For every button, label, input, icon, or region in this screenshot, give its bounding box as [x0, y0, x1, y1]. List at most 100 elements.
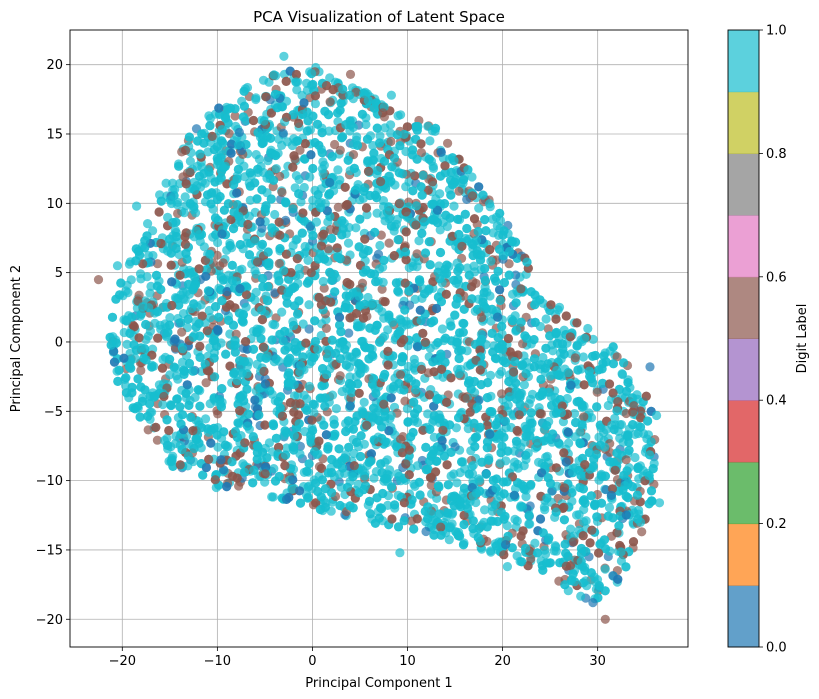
- scatter-point: [285, 398, 296, 408]
- scatter-point: [140, 243, 150, 253]
- scatter-point: [265, 386, 275, 396]
- scatter-point: [445, 420, 455, 430]
- scatter-point: [526, 408, 536, 418]
- scatter-point: [341, 360, 351, 370]
- scatter-point: [277, 187, 287, 197]
- scatter-point: [310, 99, 320, 109]
- scatter-point: [207, 131, 217, 141]
- scatter-point: [280, 197, 291, 207]
- scatter-point: [163, 327, 173, 337]
- scatter-point: [420, 337, 430, 347]
- scatter-point: [401, 182, 411, 192]
- scatter-point: [513, 463, 523, 473]
- scatter-point: [270, 288, 280, 298]
- scatter-point: [227, 275, 237, 286]
- scatter-point: [646, 486, 657, 496]
- scatter-point: [412, 262, 422, 272]
- scatter-point: [446, 190, 456, 200]
- scatter-point: [568, 468, 578, 478]
- scatter-point: [584, 448, 595, 458]
- scatter-point: [197, 129, 207, 139]
- scatter-point: [475, 475, 485, 486]
- scatter-point: [469, 214, 480, 224]
- scatter-point: [261, 462, 271, 472]
- scatter-point: [308, 399, 318, 409]
- scatter-point: [430, 123, 441, 133]
- scatter-point: [200, 359, 210, 369]
- scatter-point: [165, 370, 175, 380]
- scatter-point: [313, 486, 323, 497]
- scatter-point: [416, 316, 426, 326]
- scatter-point: [298, 319, 308, 329]
- scatter-point: [493, 266, 503, 276]
- scatter-point: [257, 315, 267, 325]
- scatter-point: [327, 152, 337, 162]
- scatter-point: [433, 338, 443, 348]
- scatter-point: [466, 282, 477, 292]
- scatter-point: [310, 336, 320, 347]
- scatter-point: [257, 239, 267, 249]
- scatter-point: [318, 169, 328, 179]
- scatter-point: [270, 89, 280, 99]
- scatter-point: [282, 298, 292, 308]
- scatter-point: [127, 388, 137, 398]
- scatter-point: [418, 425, 428, 435]
- scatter-point: [317, 148, 327, 158]
- scatter-point: [255, 217, 265, 227]
- scatter-point: [529, 335, 539, 345]
- scatter-point: [178, 344, 188, 354]
- scatter-point: [578, 352, 589, 362]
- scatter-point: [125, 328, 135, 338]
- scatter-point: [389, 153, 399, 163]
- scatter-point: [598, 378, 608, 388]
- scatter-point: [234, 211, 244, 221]
- scatter-point: [409, 524, 419, 534]
- scatter-point: [232, 376, 242, 386]
- scatter-point: [248, 344, 259, 354]
- scatter-point: [189, 299, 199, 309]
- scatter-point: [274, 259, 284, 269]
- scatter-point: [455, 531, 465, 541]
- scatter-point: [613, 397, 623, 407]
- scatter-point: [250, 178, 260, 188]
- scatter-point: [434, 509, 444, 519]
- scatter-point: [253, 164, 263, 174]
- scatter-point: [356, 431, 366, 441]
- scatter-point: [224, 129, 234, 139]
- scatter-point: [389, 381, 399, 392]
- scatter-point: [308, 79, 318, 90]
- scatter-point: [202, 326, 212, 336]
- scatter-point: [369, 148, 379, 158]
- scatter-point: [428, 161, 438, 171]
- scatter-point: [459, 175, 469, 185]
- scatter-point: [514, 410, 524, 420]
- scatter-point: [490, 500, 500, 510]
- scatter-point: [138, 302, 148, 312]
- scatter-point: [632, 390, 642, 400]
- scatter-point: [277, 307, 287, 317]
- scatter-point: [493, 312, 503, 322]
- scatter-point: [233, 164, 243, 174]
- scatter-point: [310, 478, 321, 488]
- scatter-point: [366, 449, 376, 459]
- scatter-point: [300, 241, 310, 252]
- scatter-point: [622, 466, 632, 476]
- scatter-point: [154, 207, 164, 217]
- scatter-point: [263, 296, 273, 306]
- scatter-point: [425, 424, 435, 434]
- scatter-point: [466, 384, 476, 394]
- scatter-point: [145, 288, 155, 298]
- scatter-point: [480, 275, 490, 286]
- scatter-point: [240, 357, 250, 367]
- scatter-point: [331, 404, 341, 414]
- scatter-point: [418, 170, 428, 180]
- scatter-point: [467, 172, 477, 182]
- scatter-point: [412, 514, 422, 524]
- scatter-point: [454, 186, 464, 196]
- scatter-point: [389, 251, 399, 261]
- scatter-point: [261, 92, 271, 102]
- scatter-point: [451, 493, 462, 503]
- scatter-point: [388, 317, 398, 327]
- scatter-point: [372, 193, 382, 203]
